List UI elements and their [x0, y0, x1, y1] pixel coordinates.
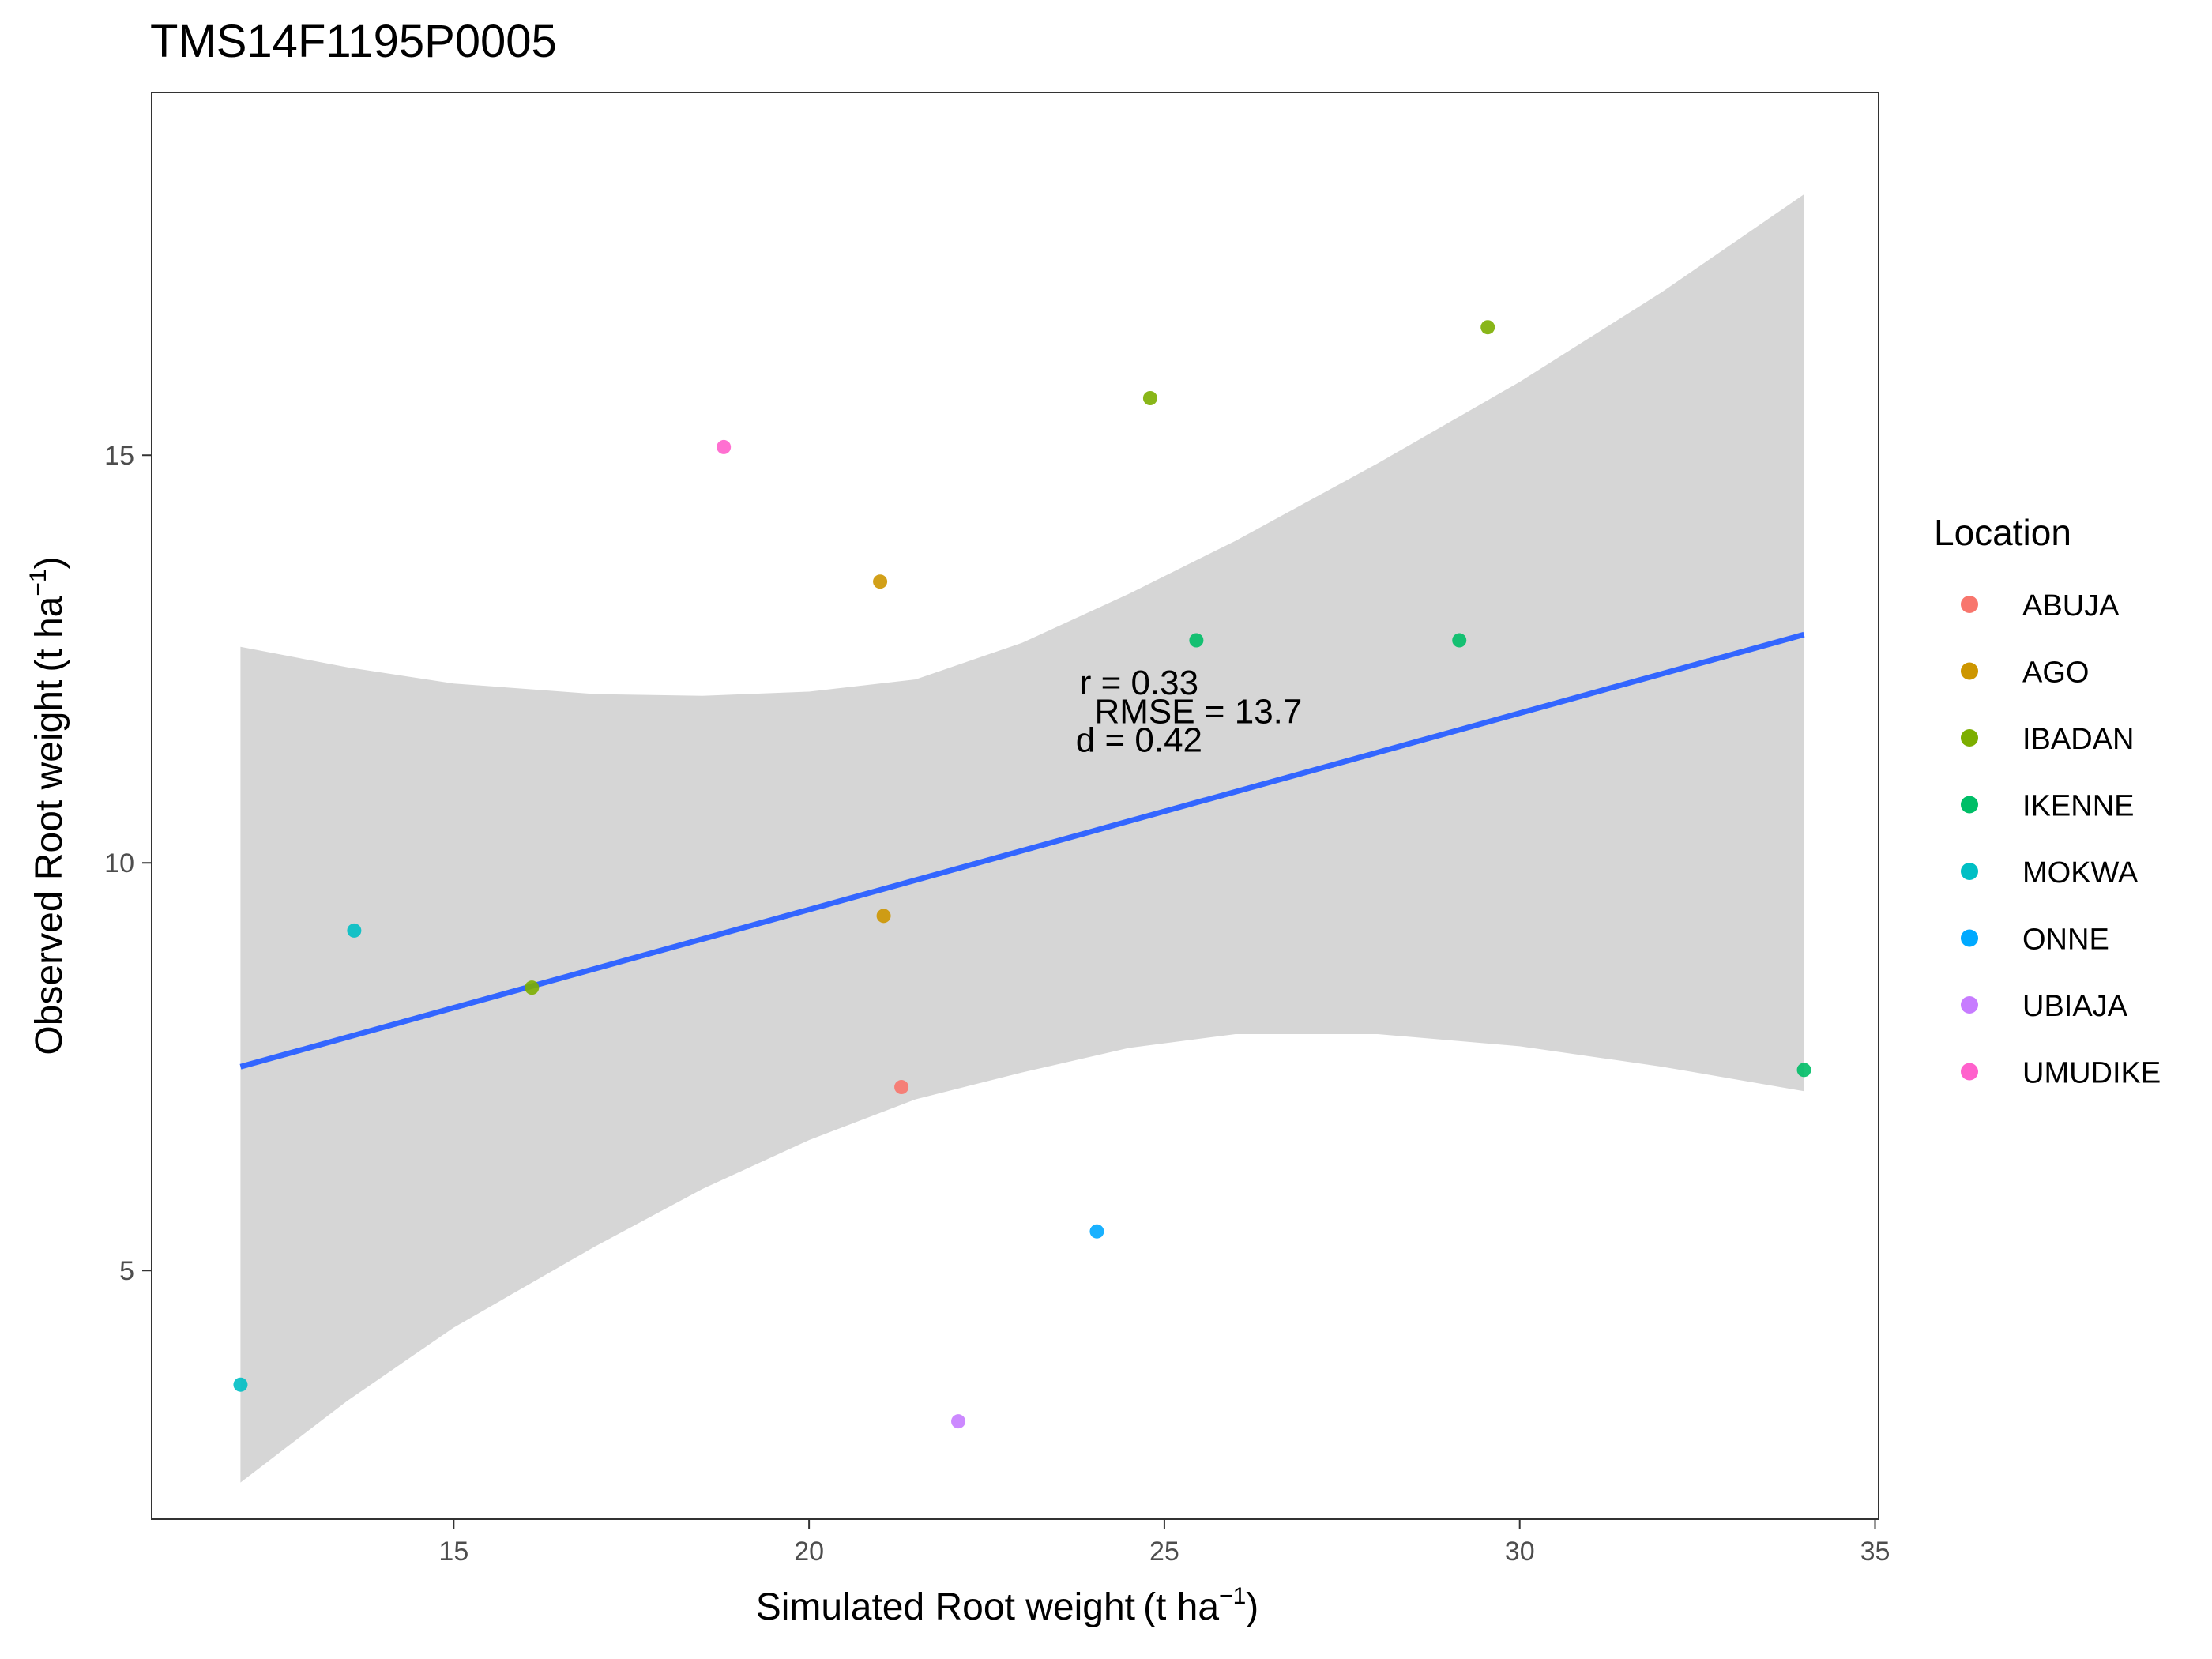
legend-label-ikenne: IKENNE: [2022, 790, 2134, 823]
legend-label-ibadan: IBADAN: [2022, 723, 2134, 756]
legend: Location ABUJA AGO IBADAN IKENNE MOKWA ONNE UB…: [1934, 512, 2161, 1090]
chart-title: TMS14F1195P0005: [150, 16, 557, 67]
legend-title: Location: [1934, 512, 2071, 553]
legend-key-onne: [1961, 929, 1978, 947]
confidence-band: [240, 194, 1804, 1483]
stat-annotation-3: d = 0.42: [1076, 720, 1202, 759]
point-ikenne: [1452, 633, 1467, 648]
legend-label-abuja: ABUJA: [2022, 589, 2120, 623]
legend-label-onne: ONNE: [2022, 924, 2109, 957]
x-axis-title-main: Simulated Root weight: [756, 1586, 1135, 1628]
point-ubiaja: [951, 1414, 966, 1429]
y-axis-title-open-paren: (: [28, 660, 70, 672]
point-ibadan: [1480, 320, 1495, 335]
point-ibadan: [1142, 391, 1157, 405]
x-axis-title-unit-exponent: −1: [1219, 1583, 1246, 1609]
y-tick-label: 15: [104, 441, 134, 471]
x-axis-title: Simulated Root weight (t ha−1): [756, 1583, 1259, 1628]
legend-label-ago: AGO: [2022, 656, 2089, 690]
legend-key-ago: [1961, 662, 1978, 680]
x-axis-title-open-paren: (: [1143, 1586, 1156, 1628]
stat-annotation-1: r = 0.33: [1080, 664, 1198, 702]
point-umudike: [717, 439, 732, 454]
legend-key-mokwa: [1961, 863, 1978, 880]
point-mokwa: [233, 1377, 248, 1392]
legend-key-ibadan: [1961, 729, 1978, 747]
y-axis-title-unit-exponent: −1: [25, 569, 51, 596]
legend-label-ubiaja: UBIAJA: [2022, 990, 2128, 1023]
x-tick-label: 35: [1860, 1537, 1890, 1567]
confidence-band-layer: [240, 194, 1804, 1483]
legend-label-umudike: UMUDIKE: [2022, 1057, 2161, 1090]
x-axis: 15 20 25 30 35: [438, 1519, 1890, 1567]
fit-line-layer: [239, 631, 1805, 1070]
y-axis-title: Observed Root weight (t ha−1): [25, 556, 70, 1055]
point-onne: [1089, 1224, 1104, 1239]
point-ago: [876, 908, 891, 924]
point-ikenne: [1189, 633, 1204, 648]
x-tick-label: 30: [1505, 1537, 1535, 1567]
point-mokwa: [347, 923, 362, 938]
x-tick-label: 15: [438, 1537, 468, 1567]
y-axis-title-close-paren: ): [28, 556, 70, 569]
stat-annotation-2: RMSE = 13.7: [1094, 692, 1302, 731]
y-axis-title-main: Observed Root weight: [28, 680, 70, 1055]
legend-key-umudike: [1961, 1063, 1978, 1081]
x-axis-title-close-paren: ): [1246, 1586, 1258, 1628]
point-ibadan: [525, 980, 540, 995]
y-tick-label: 5: [119, 1256, 134, 1286]
points-layer: [233, 320, 1811, 1429]
legend-key-ikenne: [1961, 796, 1978, 814]
y-tick-label: 10: [104, 848, 134, 878]
point-ago: [873, 574, 888, 589]
x-tick-label: 20: [794, 1537, 824, 1567]
legend-key-ubiaja: [1961, 996, 1978, 1014]
point-abuja: [894, 1080, 909, 1095]
fit-line: [239, 631, 1805, 1070]
plot-panel-border: [151, 92, 1879, 1520]
legend-key-abuja: [1961, 596, 1978, 613]
y-axis-title-unit: t ha: [28, 596, 70, 659]
x-axis-title-unit: t ha: [1156, 1586, 1219, 1628]
point-ikenne: [1796, 1063, 1811, 1078]
x-tick-label: 25: [1149, 1537, 1179, 1567]
legend-label-mokwa: MOKWA: [2022, 856, 2139, 890]
y-axis: 5 10 15: [104, 441, 152, 1286]
